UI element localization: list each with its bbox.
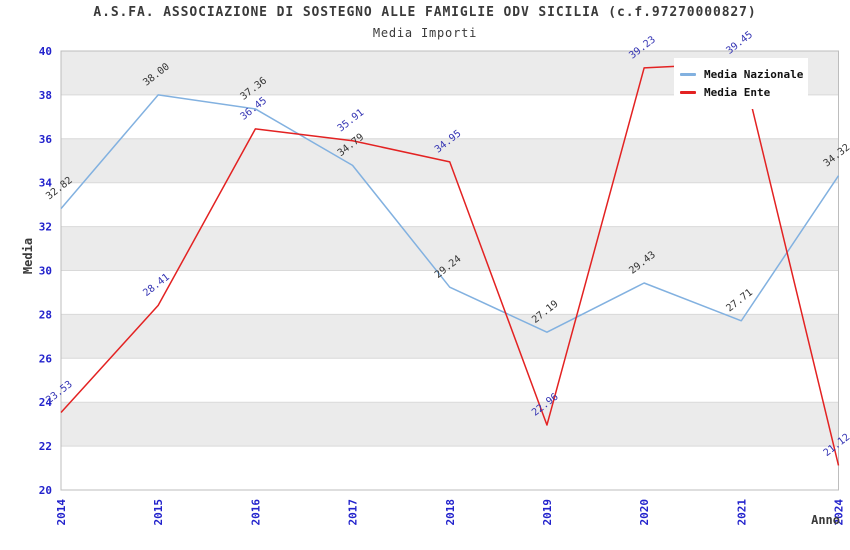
y-tick-label: 32 <box>39 221 52 234</box>
x-axis-title: Anno <box>811 513 840 527</box>
value-label-media-ente: 28.41 <box>141 272 171 299</box>
y-tick-label: 34 <box>39 177 53 190</box>
legend-item-media-nazionale: Media Nazionale <box>680 66 804 83</box>
y-tick-label: 40 <box>39 45 52 58</box>
chart-title: A.S.FA. ASSOCIAZIONE DI SOSTEGNO ALLE FA… <box>93 5 757 20</box>
y-axis-title: Media <box>21 237 35 275</box>
grid-band <box>61 226 839 271</box>
value-label-media-ente: 35.91 <box>336 107 366 134</box>
y-tick-label: 26 <box>39 352 53 365</box>
x-tick-label: 2016 <box>249 499 262 526</box>
series-line-media-nazionale <box>60 94 840 333</box>
line-swatch-ente-icon <box>680 91 696 94</box>
y-tick-label: 28 <box>39 308 52 321</box>
legend-label-nazionale: Media Nazionale <box>704 68 804 81</box>
x-tick-label: 2018 <box>444 499 457 526</box>
grid-band <box>61 314 839 359</box>
x-tick-label: 2015 <box>152 499 165 526</box>
x-tick-label: 2017 <box>347 499 360 526</box>
x-tick-label: 2021 <box>735 499 748 526</box>
x-tick-label: 2019 <box>541 499 554 526</box>
grid-band <box>61 138 839 183</box>
chart-subtitle: Media Importi <box>372 26 478 40</box>
y-tick-label: 30 <box>39 265 52 278</box>
y-tick-label: 22 <box>39 440 52 453</box>
value-label-media-nazionale: 27.71 <box>725 287 755 314</box>
y-tick-label: 38 <box>39 89 52 102</box>
grid-band <box>61 402 839 447</box>
legend: Media Nazionale Media Ente <box>674 58 808 109</box>
y-tick-label: 24 <box>39 396 53 409</box>
y-tick-label: 20 <box>39 484 52 497</box>
x-tick-label: 2024 <box>833 499 846 526</box>
y-tick-label: 36 <box>39 133 53 146</box>
legend-label-ente: Media Ente <box>704 86 771 99</box>
plot-border <box>60 50 839 491</box>
x-tick-label: 2014 <box>55 499 68 526</box>
x-tick-label: 2020 <box>638 499 651 526</box>
legend-item-media-ente: Media Ente <box>680 84 800 101</box>
line-swatch-nazionale-icon <box>680 73 696 76</box>
